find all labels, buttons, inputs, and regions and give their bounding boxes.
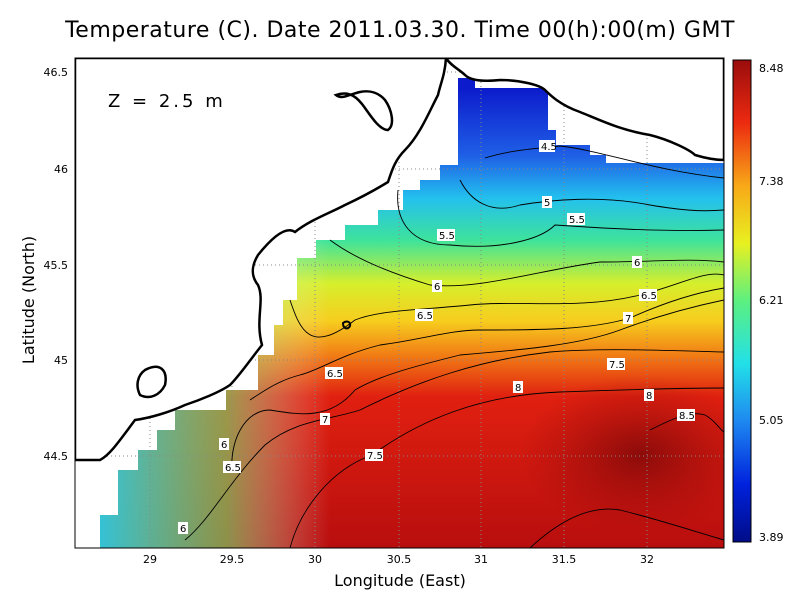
contour-label: 4.5 xyxy=(541,142,557,153)
x-tick-label: 29.5 xyxy=(220,553,245,566)
contour-label: 6 xyxy=(180,524,186,535)
contour-label: 6 xyxy=(221,440,227,451)
contour-label: 6 xyxy=(434,282,440,293)
temperature-field xyxy=(100,78,724,548)
y-tick-label: 45.5 xyxy=(44,259,69,272)
contour-label: 7 xyxy=(625,314,631,325)
contour-label: 6.5 xyxy=(417,311,433,322)
colorbar-ramp xyxy=(732,59,752,543)
contour-label: 6.5 xyxy=(225,463,241,474)
colorbar-tick-label: 6.21 xyxy=(759,294,784,307)
y-tick-label: 45 xyxy=(54,354,68,367)
x-axis-label: Longitude (East) xyxy=(334,571,466,590)
map-title: Temperature (C). Date 2011.03.30. Time 0… xyxy=(65,18,735,43)
contour-label: 7.5 xyxy=(367,451,383,462)
x-tick-label: 30 xyxy=(308,553,322,566)
contour-label: 5.5 xyxy=(569,215,585,226)
x-tick-label: 32 xyxy=(640,553,654,566)
contour-label: 6 xyxy=(634,258,640,269)
colorbar-tick-label: 3.89 xyxy=(759,531,784,544)
x-tick-label: 31 xyxy=(474,553,488,566)
coastline xyxy=(75,58,724,462)
colorbar-tick-label: 7.38 xyxy=(759,175,784,188)
contour-label: 8 xyxy=(646,391,652,402)
y-axis-ticks: 46.5 46 45.5 45 44.5 xyxy=(44,66,69,463)
y-tick-label: 46.5 xyxy=(44,66,69,79)
colorbar-ticks: 8.48 7.38 6.21 5.05 3.89 xyxy=(759,62,784,544)
depth-annotation: Z = 2.5 m xyxy=(108,91,226,112)
contour-label: 7.5 xyxy=(609,360,625,371)
contour-label: 7 xyxy=(322,415,328,426)
contour-label: 5 xyxy=(544,198,550,209)
colorbar-tick-label: 5.05 xyxy=(759,414,784,427)
x-tick-label: 30.5 xyxy=(387,553,412,566)
x-axis-ticks: 29 29.5 30 30.5 31 31.5 32 xyxy=(143,553,654,566)
x-tick-label: 29 xyxy=(143,553,157,566)
contour-label-group: 4.5 5 5.5 5.5 6 6 6 6 6.5 6.5 6.5 6.5 7 … xyxy=(178,140,695,535)
contour-label: 8.5 xyxy=(679,411,695,422)
y-tick-label: 46 xyxy=(54,163,68,176)
contour-label: 6.5 xyxy=(327,369,343,380)
contour-label: 5.5 xyxy=(439,231,455,242)
contour-label: 6.5 xyxy=(641,291,657,302)
plot-frame xyxy=(74,57,725,549)
colorbar: 8.48 7.38 6.21 5.05 3.89 xyxy=(732,59,784,544)
y-axis-label: Latitude (North) xyxy=(19,236,38,364)
x-tick-label: 31.5 xyxy=(552,553,577,566)
colorbar-tick-label: 8.48 xyxy=(759,62,784,75)
y-tick-label: 44.5 xyxy=(44,450,69,463)
contour-label: 8 xyxy=(515,383,521,394)
contour-lines xyxy=(184,145,724,548)
